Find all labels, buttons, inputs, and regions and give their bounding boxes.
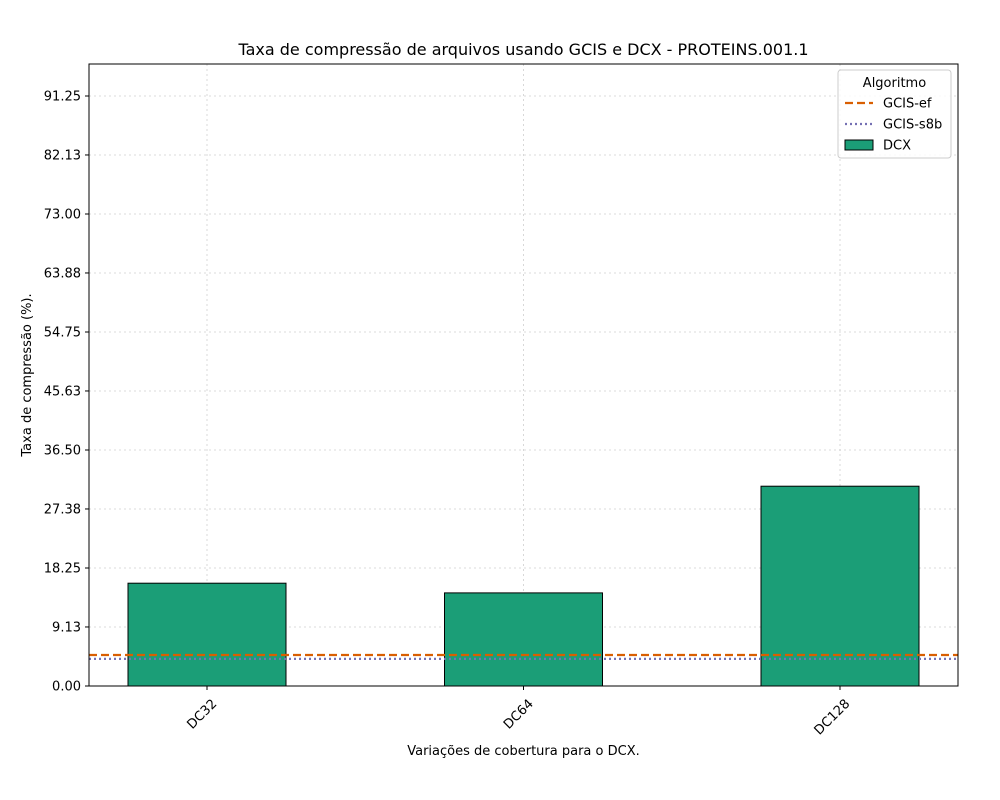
reference-lines — [89, 653, 958, 660]
legend-label-gcis-s8b: GCIS-s8b — [883, 118, 942, 133]
y-tick-label: 82.13 — [44, 148, 81, 163]
legend-items: GCIS-ef GCIS-s8b DCX — [844, 97, 942, 154]
legend: Algoritmo GCIS-ef GCIS-s8b DCX — [837, 69, 952, 159]
y-tick-label: 45.63 — [44, 384, 81, 399]
bar-dc64 — [444, 592, 603, 687]
y-tick-label: 0.00 — [52, 680, 81, 695]
y-tick-label: 27.38 — [44, 502, 81, 517]
y-tick-label: 36.50 — [44, 444, 81, 459]
bar-dc32 — [127, 582, 287, 687]
x-tick-label: DC32 — [184, 697, 220, 733]
y-tick-label: 73.00 — [44, 208, 81, 223]
y-tick-label: 63.88 — [44, 266, 81, 281]
legend-label-dcx: DCX — [883, 139, 911, 154]
legend-box — [837, 69, 952, 159]
y-tick-label: 18.25 — [44, 562, 81, 577]
y-tick-label: 9.13 — [52, 620, 81, 635]
y-tick-label: 54.75 — [44, 326, 81, 341]
y-axis-ticks: 0.00 9.13 18.25 27.38 36.50 45.63 54.75 63.88 73… — [44, 90, 89, 695]
x-axis-ticks: DC32 DC64 DC128 — [184, 686, 853, 738]
legend-swatch-dcx — [844, 139, 874, 151]
legend-label-gcis-ef: GCIS-ef — [883, 97, 932, 112]
x-tick-label: DC128 — [812, 697, 854, 739]
chart-title: Taxa de compressão de arquivos usando GC… — [237, 40, 808, 59]
grid — [89, 64, 958, 687]
bars — [127, 485, 920, 687]
x-axis-label: Variações de cobertura para o DCX. — [407, 744, 640, 759]
legend-title: Algoritmo — [863, 76, 926, 91]
y-tick-label: 91.25 — [44, 90, 81, 105]
y-axis-label: Taxa de compressão (%). — [20, 293, 35, 457]
x-tick-label: DC64 — [501, 697, 537, 733]
